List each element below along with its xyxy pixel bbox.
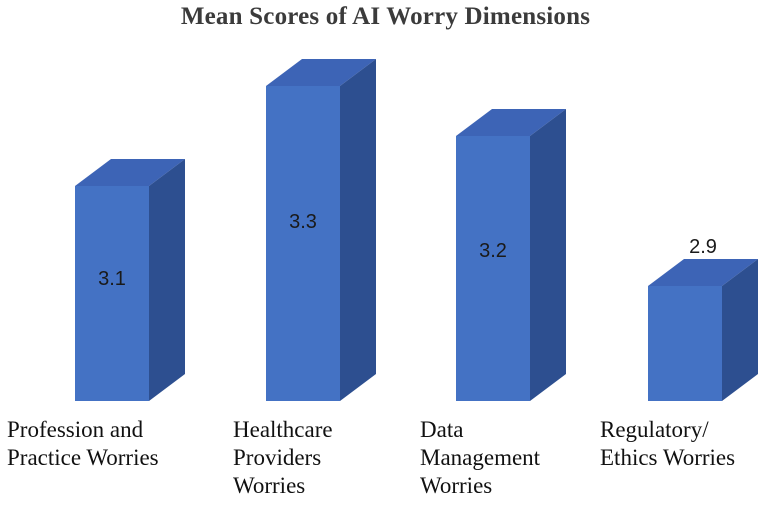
bar-front-face	[75, 186, 149, 401]
bar-side-face	[722, 259, 758, 401]
bar-front-face	[456, 136, 530, 401]
bar-front-face	[266, 86, 340, 401]
category-label-data-management: Data Management Worries	[420, 417, 541, 498]
category-label-profession-practice: Profession and Practice Worries	[7, 417, 159, 470]
bar-top-face	[456, 109, 566, 136]
value-label: 2.9	[689, 236, 717, 258]
chart-title: Mean Scores of AI Worry Dimensions	[180, 3, 591, 30]
bar-side-face	[340, 59, 376, 401]
value-label: 3.2	[479, 240, 507, 262]
bar-front-face	[648, 286, 722, 401]
bar-top-face	[266, 59, 376, 86]
category-label-regulatory-ethics: Regulatory/ Ethics Worries	[600, 417, 736, 470]
value-label: 3.3	[289, 211, 317, 233]
bar-top-face	[648, 259, 758, 286]
bar-side-face	[530, 109, 566, 401]
plot-area: 3.1 3.3 3.2 2.9	[75, 59, 758, 401]
bar-side-face	[149, 159, 185, 401]
bar-top-face	[75, 159, 185, 186]
value-label: 3.1	[98, 268, 126, 290]
category-label-healthcare-providers: Healthcare Providers Worries	[233, 417, 333, 498]
